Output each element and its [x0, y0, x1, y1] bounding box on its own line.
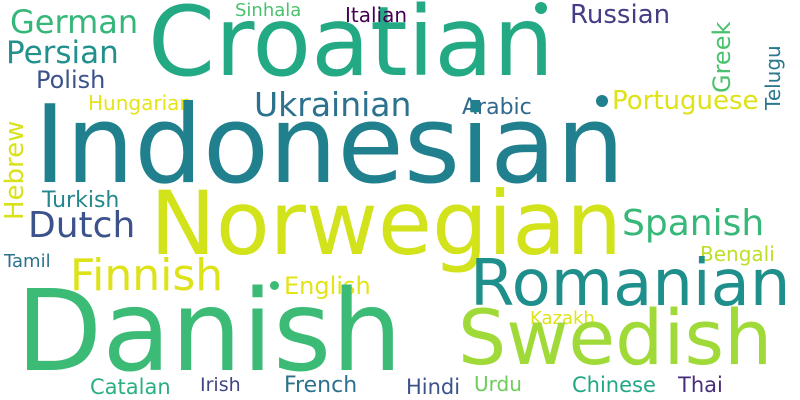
word-english: English — [284, 272, 371, 300]
word-polish: Polish — [36, 66, 106, 94]
word-portuguese: Portuguese — [612, 86, 759, 116]
word-hindi: Hindi — [406, 375, 461, 399]
word-sinhala: Sinhala — [235, 0, 302, 21]
stray-dot-mark — [535, 2, 547, 14]
word-italian: Italian — [345, 3, 408, 27]
word-spanish: Spanish — [622, 203, 765, 244]
word-french: French — [284, 373, 358, 398]
word-arabic: Arabic — [462, 95, 532, 120]
word-bengali: Bengali — [700, 242, 775, 266]
word-swedish: Swedish — [458, 293, 773, 382]
word-norwegian: Norwegian — [150, 172, 622, 275]
word-catalan: Catalan — [90, 375, 171, 399]
word-kazakh: Kazakh — [530, 308, 595, 329]
stray-dot-mark — [270, 281, 279, 290]
word-thai: Thai — [678, 373, 723, 397]
word-ukrainian: Ukrainian — [254, 85, 412, 124]
stray-dot-mark — [596, 95, 608, 107]
word-russian: Russian — [570, 0, 671, 30]
word-romanian: Romanian — [470, 247, 791, 321]
word-irish: Irish — [200, 374, 241, 396]
word-danish: Danish — [16, 267, 403, 397]
word-tamil: Tamil — [4, 251, 51, 272]
word-german: German — [10, 3, 139, 41]
word-urdu: Urdu — [474, 372, 522, 396]
word-chinese: Chinese — [572, 373, 656, 397]
word-hungarian: Hungarian — [88, 91, 193, 115]
word-croatian: Croatian — [148, 0, 554, 98]
word-persian: Persian — [6, 35, 119, 71]
word-indonesian: Indonesian — [34, 83, 625, 208]
word-greek: Greek — [708, 21, 736, 93]
word-telugu: Telugu — [761, 45, 785, 110]
word-hebrew: Hebrew — [0, 120, 30, 220]
word-dutch: Dutch — [28, 205, 136, 246]
word-finnish: Finnish — [70, 250, 224, 301]
word-turkish: Turkish — [42, 188, 120, 213]
